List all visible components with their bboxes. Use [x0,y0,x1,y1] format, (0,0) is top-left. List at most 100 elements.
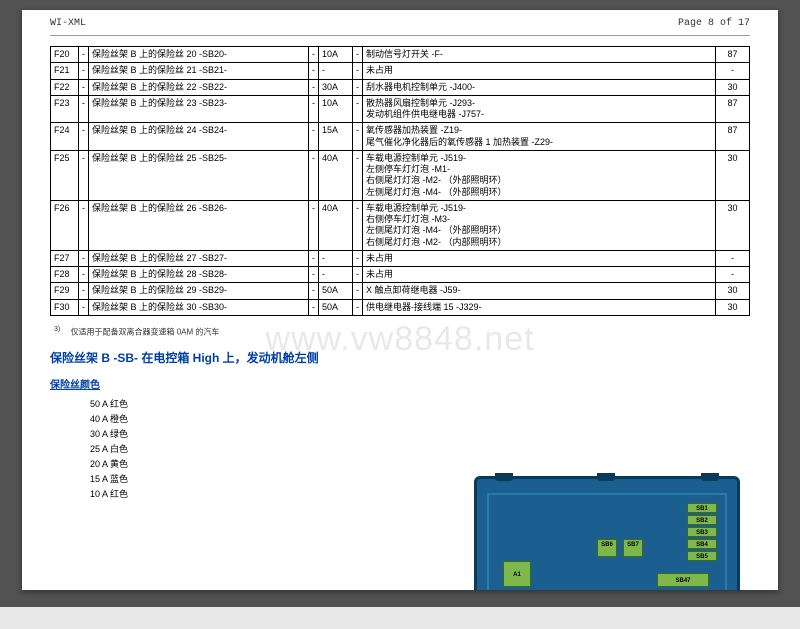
table-row: F23-保险丝架 B 上的保险丝 23 -SB23--10A-散热器风扇控制单元… [51,95,750,123]
table-cell: 87 [716,123,750,151]
table-cell: - [716,63,750,79]
table-cell: 40A [319,150,353,200]
table-cell: 保险丝架 B 上的保险丝 21 -SB21- [89,63,309,79]
color-legend-item: 20 A 黄色 [90,457,750,470]
table-cell: 制动信号灯开关 -F- [363,47,716,63]
table-cell: 30 [716,79,750,95]
fuse-table: F20-保险丝架 B 上的保险丝 20 -SB20--10A-制动信号灯开关 -… [50,46,750,316]
table-row: F20-保险丝架 B 上的保险丝 20 -SB20--10A-制动信号灯开关 -… [51,47,750,63]
table-row: F28-保险丝架 B 上的保险丝 28 -SB28----未占用- [51,267,750,283]
table-cell: 未占用 [363,250,716,266]
table-cell: - [309,299,319,315]
table-cell: - [79,200,89,250]
fuse-slot: A1 [503,561,531,587]
table-cell: - [79,79,89,95]
table-cell: - [309,200,319,250]
table-row: F25-保险丝架 B 上的保险丝 25 -SB25--40A-车载电源控制单元 … [51,150,750,200]
table-cell: - [353,123,363,151]
table-cell: - [319,63,353,79]
color-legend-item: 30 A 绿色 [90,427,750,440]
footnote-text: 仅适用于配备双离合器变速箱 0AM 的汽车 [70,327,219,336]
table-row: F21-保险丝架 B 上的保险丝 21 -SB21----未占用- [51,63,750,79]
table-cell: F27 [51,250,79,266]
fuse-slot: SB6 [597,539,617,557]
table-row: F29-保险丝架 B 上的保险丝 29 -SB29--50A-X 触点卸荷继电器… [51,283,750,299]
footnote-marker: 3) [54,326,60,333]
fuse-box-diagram: SB1SB2SB3SB4SB5 SB6 SB7 A1 SB47 [470,470,750,590]
table-cell: 15A [319,123,353,151]
table-cell: - [716,267,750,283]
table-cell: F30 [51,299,79,315]
table-cell: - [353,47,363,63]
table-cell: - [353,95,363,123]
table-cell: F20 [51,47,79,63]
table-cell: F24 [51,123,79,151]
table-cell: - [309,267,319,283]
fuse-board: SB1SB2SB3SB4SB5 SB6 SB7 A1 SB47 [474,476,740,590]
fuse-slot: SB3 [687,527,717,537]
table-cell: - [309,150,319,200]
fuse-slot: SB4 [687,539,717,549]
viewer-bottom-bar [0,607,800,629]
subsection-heading: 保险丝颜色 [50,376,750,391]
table-row: F26-保险丝架 B 上的保险丝 26 -SB26--40A-车载电源控制单元 … [51,200,750,250]
table-cell: F26 [51,200,79,250]
table-cell: - [319,267,353,283]
color-legend-item: 25 A 白色 [90,442,750,455]
header-rule [50,35,750,36]
header-left: WI-XML [50,18,86,29]
table-cell: - [79,47,89,63]
table-cell: F25 [51,150,79,200]
table-cell: - [79,123,89,151]
table-cell: - [309,95,319,123]
board-inner: SB1SB2SB3SB4SB5 SB6 SB7 A1 SB47 [487,493,727,590]
table-cell: - [79,150,89,200]
board-notch [597,473,615,481]
table-cell: 散热器风扇控制单元 -J293- 发动机组件供电继电器 -J757- [363,95,716,123]
table-cell: 50A [319,283,353,299]
table-cell: - [79,283,89,299]
table-cell: 未占用 [363,63,716,79]
fuse-slot: SB2 [687,515,717,525]
table-cell: 87 [716,47,750,63]
board-notch [701,473,719,481]
fuse-slot: SB1 [687,503,717,513]
table-cell: 保险丝架 B 上的保险丝 27 -SB27- [89,250,309,266]
table-cell: 10A [319,47,353,63]
table-cell: 保险丝架 B 上的保险丝 29 -SB29- [89,283,309,299]
table-cell: - [309,79,319,95]
table-cell: 40A [319,200,353,250]
table-cell: 30A [319,79,353,95]
table-cell: - [353,150,363,200]
table-cell: - [353,63,363,79]
table-cell: 氧传感器加热装置 -Z19- 尾气催化净化器后的氧传感器 1 加热装置 -Z29… [363,123,716,151]
color-legend-item: 40 A 橙色 [90,412,750,425]
table-cell: F21 [51,63,79,79]
table-cell: - [353,79,363,95]
table-cell: - [309,47,319,63]
table-cell: 10A [319,95,353,123]
header-right: Page 8 of 17 [678,18,750,29]
table-cell: - [309,63,319,79]
table-cell: - [353,299,363,315]
table-cell: - [353,267,363,283]
table-cell: 保险丝架 B 上的保险丝 22 -SB22- [89,79,309,95]
table-cell: - [309,250,319,266]
table-cell: - [309,123,319,151]
table-cell: 30 [716,299,750,315]
table-cell: - [309,283,319,299]
table-cell: F22 [51,79,79,95]
table-cell: - [79,63,89,79]
table-cell: 30 [716,200,750,250]
table-cell: 供电继电器-接线端 15 -J329- [363,299,716,315]
board-notch [495,473,513,481]
table-cell: - [79,267,89,283]
table-cell: 保险丝架 B 上的保险丝 23 -SB23- [89,95,309,123]
table-cell: F28 [51,267,79,283]
table-cell: 30 [716,283,750,299]
fuse-slot: SB5 [687,551,717,561]
table-cell: 车载电源控制单元 -J519- 右侧停车灯灯泡 -M3- 左侧尾灯灯泡 -M4-… [363,200,716,250]
table-row: F22-保险丝架 B 上的保险丝 22 -SB22--30A-刮水器电机控制单元… [51,79,750,95]
table-cell: - [353,250,363,266]
table-cell: 50A [319,299,353,315]
